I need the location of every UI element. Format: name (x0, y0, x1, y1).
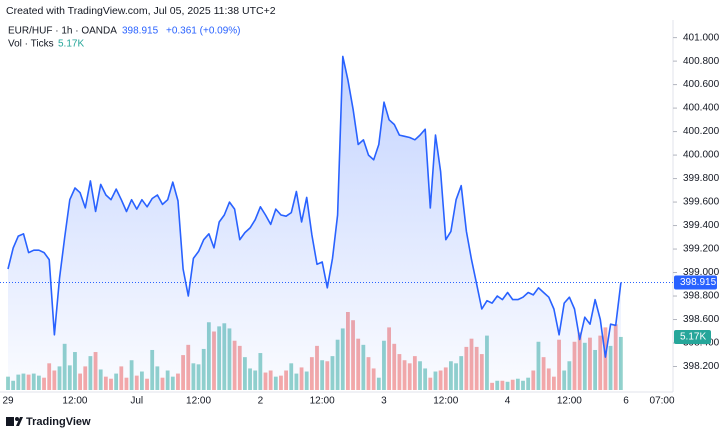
x-tick-label: 12:00 (186, 396, 211, 407)
y-tick-label: 399.200 (683, 244, 720, 255)
volume-badge (674, 329, 711, 344)
y-tick-label: 400.200 (683, 126, 720, 137)
legend-change: +0.361 (+0.09%) (166, 26, 241, 37)
y-tick-label: 399.400 (683, 220, 720, 231)
y-tick-label: 400.000 (683, 150, 720, 161)
footer: TradingView (26, 416, 91, 428)
y-tick-label: 400.600 (683, 79, 720, 90)
x-tick-label: 07:00 (650, 396, 675, 407)
y-tick-label: 401.000 (683, 32, 720, 43)
x-tick-label: 29 (2, 396, 14, 407)
plot (6, 55, 623, 391)
legend-volume-value: 5.17K (58, 39, 84, 50)
price-badge (674, 275, 717, 290)
x-tick-label: 12:00 (433, 396, 458, 407)
price-line (7, 55, 622, 358)
x-tick-label: Jul (130, 396, 143, 407)
y-tick-label: 398.800 (683, 291, 720, 302)
x-tick-label: 3 (381, 396, 387, 407)
volume-badge-label: 5.17K (680, 332, 706, 343)
y-tick-label: 399.800 (683, 173, 720, 184)
y-tick-label: 400.800 (683, 56, 720, 67)
header: Created with TradingView.com, Jul 05, 20… (6, 5, 276, 17)
x-tick-label: 12:00 (557, 396, 582, 407)
price-badge-label: 398.915 (680, 277, 717, 288)
y-tick-label: 399.000 (683, 267, 720, 278)
y-tick-label: 398.600 (683, 314, 720, 325)
legend-price: 398.915 (122, 26, 159, 37)
x-tick-label: 12:00 (310, 396, 335, 407)
y-tick-label: 398.200 (683, 361, 720, 372)
y-tick-label: 399.600 (683, 197, 720, 208)
x-tick-label: 2 (258, 396, 264, 407)
y-tick-label: 400.400 (683, 103, 720, 114)
footer-logo (6, 417, 23, 426)
x-tick-label: 4 (505, 396, 511, 407)
legend-symbol: EUR/HUF · 1h · OANDA (8, 26, 117, 37)
x-tick-label: 6 (623, 396, 629, 407)
area-fill (8, 56, 621, 391)
x-tick-label: 12:00 (62, 396, 87, 407)
legend-volume: Vol · Ticks (8, 39, 54, 50)
